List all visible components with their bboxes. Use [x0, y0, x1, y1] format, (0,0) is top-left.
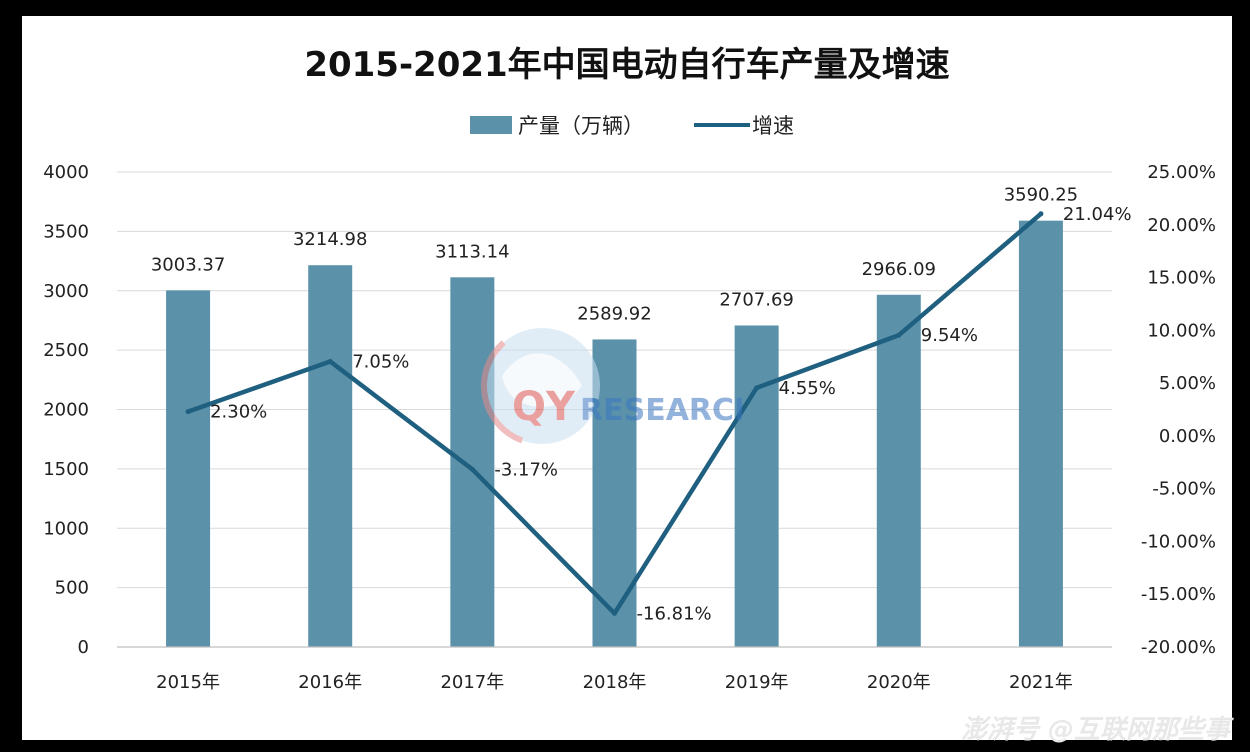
- chart-title: 2015-2021年中国电动自行车产量及增速: [304, 45, 949, 85]
- svg-text:RESEARCH: RESEARCH: [580, 393, 742, 428]
- y-left-tick-label: 2000: [43, 400, 89, 421]
- growth-value-label: 9.54%: [921, 325, 978, 346]
- x-tick-label: 2021年: [1009, 672, 1073, 693]
- growth-value-label: -3.17%: [494, 459, 558, 480]
- qyresearch-watermark-logo: QY RESEARCH: [481, 325, 742, 447]
- y-right-tick-label: 15.00%: [1147, 268, 1216, 289]
- y-left-tick-label: 500: [55, 578, 89, 599]
- x-tick-label: 2019年: [725, 672, 789, 693]
- legend-label-bar: 产量（万辆）: [518, 114, 644, 138]
- growth-value-label: -16.81%: [637, 603, 712, 624]
- bar-value-label: 2707.69: [719, 289, 793, 310]
- y-axis-left: 0 500 1000 1500 2000 2500 3000 3500 4000: [43, 162, 89, 658]
- x-tick-label: 2017年: [440, 672, 504, 693]
- x-tick-label: 2016年: [298, 672, 362, 693]
- legend-label-line: 增速: [752, 114, 794, 138]
- y-right-tick-label: 25.00%: [1147, 162, 1216, 183]
- growth-value-label: 4.55%: [779, 378, 836, 399]
- bar-value-label: 3003.37: [151, 254, 225, 275]
- growth-point: [754, 385, 760, 391]
- growth-point: [185, 409, 191, 415]
- legend: 产量（万辆） 增速: [470, 114, 794, 138]
- y-right-tick-label: 0.00%: [1159, 426, 1216, 447]
- x-tick-label: 2020年: [867, 672, 931, 693]
- y-right-tick-label: 5.00%: [1159, 373, 1216, 394]
- y-right-tick-label: 10.00%: [1147, 320, 1216, 341]
- x-axis: 2015年 2016年 2017年 2018年 2019年 2020年 2021年: [117, 646, 1112, 693]
- bar-value-label: 3590.25: [1004, 185, 1078, 206]
- y-left-tick-label: 1500: [43, 459, 89, 480]
- x-tick-label: 2018年: [583, 672, 647, 693]
- x-tick-label: 2015年: [156, 672, 220, 693]
- data-labels: 3003.37 3214.98 3113.14 2589.92 2707.69 2966.…: [151, 185, 1132, 625]
- y-left-tick-label: 1000: [43, 518, 89, 539]
- growth-point: [1038, 211, 1044, 217]
- y-left-tick-label: 2500: [43, 340, 89, 361]
- bar: [1018, 220, 1063, 647]
- bar: [734, 325, 779, 647]
- growth-value-label: 2.30%: [210, 402, 267, 423]
- line-series: [185, 211, 1044, 616]
- y-left-tick-label: 3500: [43, 221, 89, 242]
- y-right-tick-label: -15.00%: [1141, 584, 1216, 605]
- growth-value-label: 7.05%: [352, 351, 409, 372]
- bar-series: [166, 220, 1063, 647]
- y-left-tick-label: 3000: [43, 281, 89, 302]
- y-left-tick-label: 4000: [43, 162, 89, 183]
- chart-card: 2015-2021年中国电动自行车产量及增速 产量（万辆） 增速 0 500 1000…: [22, 16, 1232, 740]
- growth-point: [469, 466, 475, 472]
- footer-watermark: 澎湃号 @互联网那些事: [960, 715, 1230, 745]
- y-right-tick-label: 20.00%: [1147, 215, 1216, 236]
- growth-point: [896, 332, 902, 338]
- growth-point: [612, 610, 617, 616]
- bar-value-label: 3113.14: [435, 241, 509, 262]
- bar-value-label: 2966.09: [862, 259, 936, 280]
- bar: [166, 290, 211, 647]
- y-axis-right: -20.00% -15.00% -10.00% -5.00% 0.00% 5.00% 10.…: [1141, 162, 1216, 658]
- svg-text:QY: QY: [512, 384, 576, 430]
- bar-value-label: 2589.92: [577, 303, 651, 324]
- growth-value-label: 21.04%: [1063, 204, 1132, 225]
- combo-chart: 2015-2021年中国电动自行车产量及增速 产量（万辆） 增速 0 500 1000…: [43, 45, 1216, 693]
- bar: [308, 265, 353, 647]
- y-right-tick-label: -10.00%: [1141, 531, 1216, 552]
- growth-point: [327, 358, 333, 364]
- y-right-tick-label: -5.00%: [1152, 479, 1216, 500]
- bar: [450, 277, 495, 647]
- bar-value-label: 3214.98: [293, 229, 367, 250]
- bar: [876, 294, 921, 647]
- y-left-tick-label: 0: [78, 637, 89, 658]
- y-right-tick-label: -20.00%: [1141, 637, 1216, 658]
- legend-swatch-bar: [470, 116, 512, 134]
